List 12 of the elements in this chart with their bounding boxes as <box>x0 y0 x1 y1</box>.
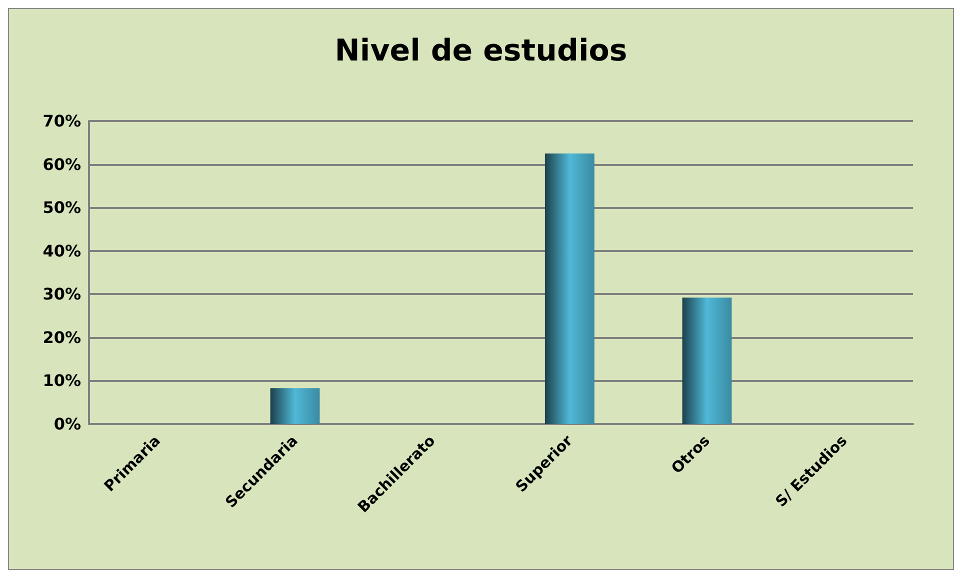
y-tick-label: 60% <box>42 154 81 174</box>
y-tick-label: 30% <box>42 284 81 304</box>
bar <box>682 298 732 424</box>
y-tick-label: 20% <box>42 328 81 347</box>
y-tick-label: 10% <box>42 371 81 390</box>
y-tick-label: 40% <box>42 241 81 260</box>
y-tick-label: 50% <box>42 198 81 218</box>
y-tick-label: 0% <box>54 414 81 434</box>
bar <box>270 388 320 424</box>
bar <box>544 153 594 424</box>
chart-title: Nivel de estudios <box>334 34 628 68</box>
y-tick-label: 70% <box>42 112 81 130</box>
